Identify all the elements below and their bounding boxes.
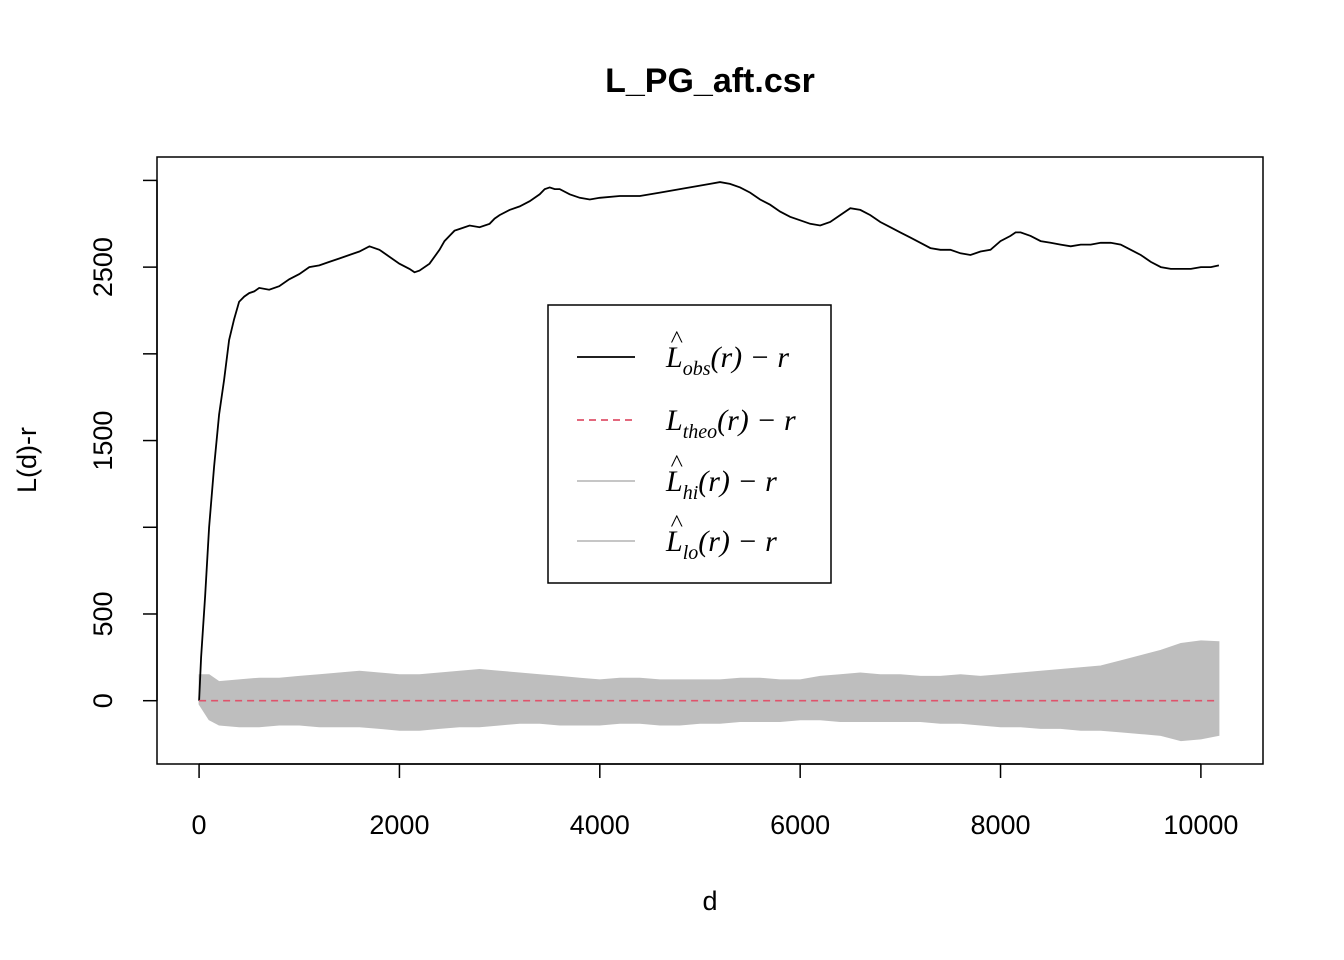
x-tick-label: 8000 (970, 810, 1030, 840)
y-axis-title: L(d)-r (12, 427, 42, 493)
legend-entry-lo: Llo(r) − r˄ (577, 509, 777, 564)
envelope-layer (198, 640, 1220, 742)
x-tick-label: 2000 (369, 810, 429, 840)
legend-entry-obs: Lobs(r) − r˄ (577, 325, 789, 380)
envelope-band (198, 640, 1220, 742)
y-axis: 0 500 1500 2500 (88, 179, 158, 708)
y-tick-label: 1500 (88, 411, 118, 471)
legend-hat-mark: ˄ (670, 449, 684, 475)
legend-hat-mark: ˄ (670, 325, 684, 351)
chart-title: L_PG_aft.csr (605, 62, 815, 100)
x-tick-label: 6000 (770, 810, 830, 840)
legend-box (547, 304, 832, 584)
y-tick-label: 500 (88, 591, 118, 636)
series-layer (198, 181, 1220, 702)
legend-label: Llo(r) − r (665, 525, 777, 564)
series-line-obs (198, 181, 1220, 701)
x-tick-label: 0 (192, 810, 207, 840)
y-tick-label: 2500 (88, 237, 118, 297)
legend-label: Ltheo(r) − r (665, 404, 796, 443)
x-tick-label: 4000 (570, 810, 630, 840)
legend-label: Lhi(r) − r (665, 465, 777, 504)
legend-hat-mark: ˄ (670, 509, 684, 535)
x-tick-label: 10000 (1163, 810, 1238, 840)
legend-entry-theo: Ltheo(r) − r (577, 404, 796, 443)
legend-label: Lobs(r) − r (665, 341, 789, 380)
x-axis-title: d (702, 886, 717, 916)
x-axis: 0 2000 4000 6000 8000 10000 (192, 763, 1238, 840)
legend-entry-hi: Lhi(r) − r˄ (577, 449, 777, 504)
y-tick-label: 0 (88, 693, 118, 708)
